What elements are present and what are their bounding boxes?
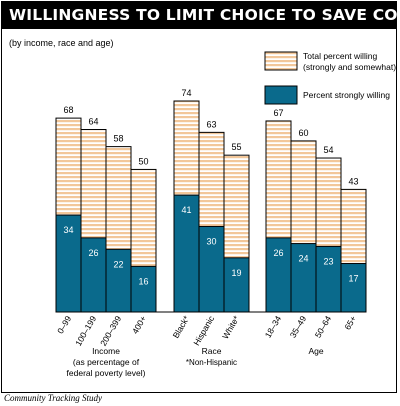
group-label: Age [308, 346, 323, 356]
category-label: Hispanic [191, 313, 216, 347]
data-label-total: 74 [181, 88, 191, 98]
category-label: 65+ [342, 314, 358, 332]
legend-label-total: Total percent willing [303, 51, 377, 61]
category-label: 100–199 [73, 314, 98, 348]
category-label: Black* [171, 313, 192, 339]
data-label-total: 58 [113, 134, 123, 144]
data-label-strongly: 16 [138, 276, 148, 286]
data-label-total: 50 [138, 156, 148, 166]
bar-strongly [130, 265, 157, 313]
data-label-strongly: 22 [113, 259, 123, 269]
bar-strongly [340, 263, 367, 313]
bar-strongly [105, 248, 132, 313]
data-label-strongly: 34 [63, 225, 73, 235]
data-label-strongly: 41 [181, 205, 191, 215]
group-label: Race [202, 346, 222, 356]
group-label: *Non-Hispanic [186, 358, 237, 367]
group-label: (as percentage of [73, 357, 140, 367]
chart-title: WILLINGNESS TO LIMIT CHOICE TO SAVE COST… [1, 1, 397, 29]
data-label-strongly: 17 [348, 274, 358, 284]
legend-label-total-2: (strongly and somewhat) [303, 62, 396, 72]
legend-swatch-strongly [264, 85, 298, 105]
bar-strongly [265, 237, 292, 313]
data-label-total: 67 [273, 108, 283, 118]
category-label: 0–99 [55, 314, 73, 336]
category-label: White* [220, 313, 242, 340]
group-label: federal poverty level) [67, 368, 146, 378]
data-label-total: 60 [298, 128, 308, 138]
legend-label-strongly: Percent strongly willing [303, 90, 390, 100]
data-label-total: 43 [348, 176, 358, 186]
data-label-total: 54 [323, 145, 333, 155]
category-label: 400+ [130, 314, 148, 336]
data-label-total: 63 [206, 119, 216, 129]
bar-strongly [315, 245, 342, 313]
data-label-total: 55 [231, 142, 241, 152]
category-label: 35–49 [288, 314, 309, 340]
data-label-strongly: 26 [273, 248, 283, 258]
category-label: 50–64 [313, 314, 334, 340]
data-label-total: 64 [88, 117, 98, 127]
data-label-strongly: 19 [231, 268, 241, 278]
data-label-total: 68 [63, 105, 73, 115]
data-label-strongly: 30 [206, 236, 216, 246]
source-note: Community Tracking Study [4, 393, 102, 403]
bar-strongly [223, 257, 250, 313]
data-label-strongly: 26 [88, 248, 98, 258]
chart-subtitle: (by income, race and age) [9, 38, 114, 48]
data-label-strongly: 24 [298, 254, 308, 264]
category-label: 18–34 [263, 314, 284, 340]
category-label: 200–399 [98, 314, 123, 348]
data-label-strongly: 23 [323, 256, 333, 266]
group-label: Income [92, 346, 120, 356]
legend-swatch-total [264, 51, 298, 71]
